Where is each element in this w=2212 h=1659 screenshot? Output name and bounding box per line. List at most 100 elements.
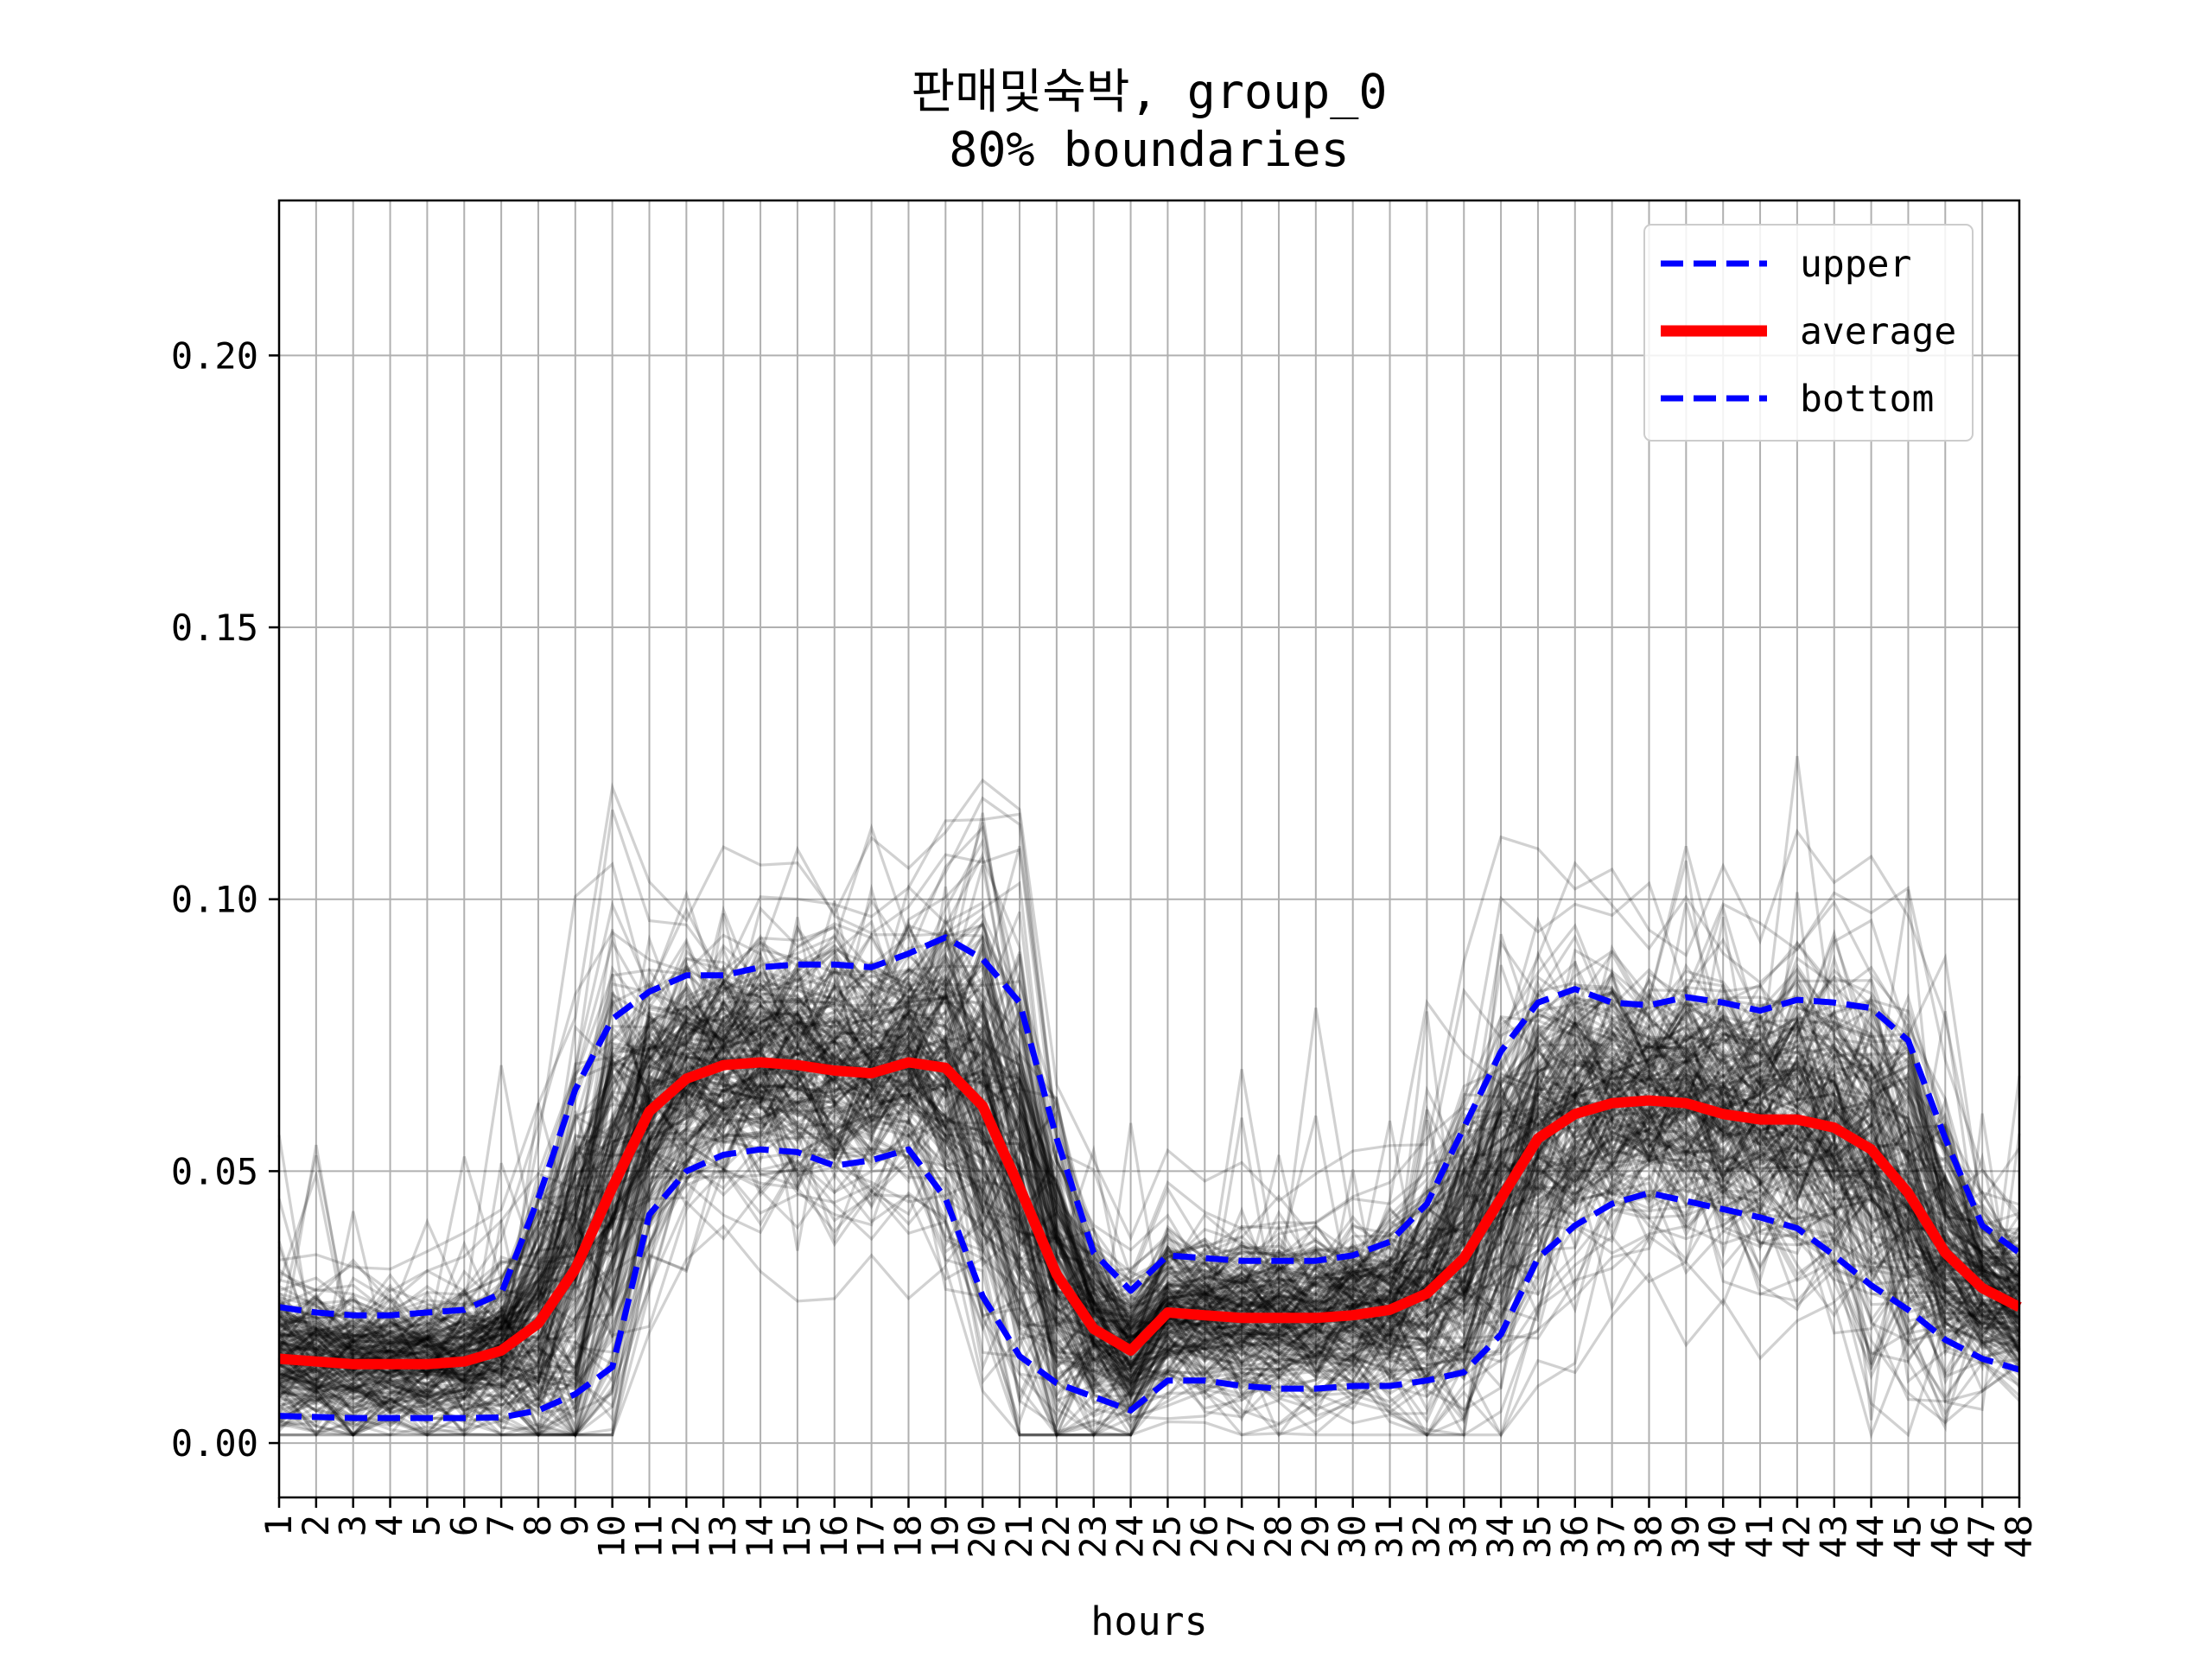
x-tick-label: 22 (1035, 1515, 1077, 1559)
sample-line (278, 966, 2020, 1354)
sample-line (278, 860, 2020, 1352)
sample-line (278, 1095, 2020, 1440)
x-tick-label: 31 (1369, 1515, 1411, 1559)
sample-line (278, 1003, 2020, 1388)
x-tick-label: 26 (1183, 1515, 1225, 1559)
sample-line (278, 971, 2021, 1354)
sample-line (278, 1057, 2020, 1437)
sample-line (277, 822, 2020, 1344)
sample-line (277, 1105, 2021, 1438)
sample-line (277, 1008, 2021, 1414)
x-tick-label: 5 (405, 1515, 448, 1536)
sample-line (278, 1064, 2021, 1437)
sample-line (278, 991, 2020, 1366)
x-tick-label: 6 (442, 1515, 485, 1536)
x-tick-label: 30 (1332, 1515, 1374, 1559)
sample-line (279, 1113, 2021, 1437)
sample-line (278, 933, 2020, 1378)
x-tick-label: 20 (961, 1515, 1003, 1559)
sample-line (278, 948, 2021, 1367)
sample-line (278, 989, 2020, 1438)
sample-line (278, 951, 2020, 1365)
x-tick-label: 25 (1146, 1515, 1188, 1559)
legend-box (1643, 224, 1974, 442)
x-tick-label: 1 (257, 1515, 300, 1536)
x-tick-label: 36 (1554, 1515, 1596, 1559)
series-line-upper (278, 934, 2022, 1319)
sample-line (277, 965, 2020, 1389)
sample-line (277, 1052, 2021, 1438)
sample-line (278, 850, 2021, 1331)
sample-line (278, 957, 2020, 1368)
sample-line (278, 932, 2020, 1370)
sample-line (278, 990, 2021, 1370)
sample-line (278, 1023, 2020, 1384)
sample-line (277, 911, 2021, 1360)
sample-line (277, 1080, 2021, 1437)
sample-line (278, 912, 2020, 1400)
sample-line (278, 1096, 2021, 1440)
x-axis-label: hours (1090, 1599, 1207, 1644)
sample-line (278, 1046, 2021, 1396)
sample-line (278, 1076, 2020, 1438)
sample-line (278, 950, 2021, 1363)
sample-line (277, 917, 2020, 1378)
sample-line (277, 883, 2020, 1374)
series-line-bottom (278, 1146, 2020, 1421)
x-tick-label: 45 (1886, 1515, 1929, 1559)
sample-line (277, 1048, 2021, 1438)
x-tick-label: 34 (1479, 1515, 1522, 1559)
sample-line (278, 1044, 2021, 1421)
sample-line (278, 1010, 2021, 1414)
plot-frame (277, 199, 2021, 1499)
sample-line (278, 930, 2021, 1362)
sample-line (278, 812, 2020, 1348)
legend: upper average bottom (1643, 224, 1974, 442)
sample-line (278, 1148, 2021, 1433)
sample-line (278, 1010, 2020, 1382)
x-tick-label: 8 (517, 1515, 559, 1536)
sample-line (278, 955, 2020, 1363)
sample-line (278, 928, 2020, 1346)
sample-line (277, 983, 2021, 1357)
sample-line (279, 1224, 2021, 1440)
sample-line (278, 950, 2020, 1360)
sample-line (278, 932, 2020, 1354)
sample-line (278, 1052, 2021, 1399)
sample-line (278, 948, 2021, 1355)
sample-line (277, 1056, 2021, 1429)
series-lines (278, 934, 2022, 1421)
sample-line (277, 898, 2020, 1356)
x-tick-label: 21 (998, 1515, 1040, 1559)
sample-line (278, 934, 2021, 1342)
x-tick-label: 27 (1220, 1515, 1262, 1559)
sample-line (277, 949, 2020, 1364)
sample-line (278, 1091, 2021, 1440)
sample-line (277, 1109, 2020, 1437)
sample-line (278, 1046, 2020, 1406)
sample-line (278, 1009, 2020, 1438)
sample-line (278, 1073, 2021, 1423)
x-tick-label: 38 (1627, 1515, 1669, 1559)
sample-line (277, 954, 2021, 1369)
x-tick-label: 24 (1109, 1515, 1152, 1559)
sample-line (278, 972, 2020, 1386)
x-tick-label: 17 (850, 1515, 893, 1559)
sample-line (278, 1092, 2021, 1438)
sample-line (278, 1105, 2021, 1438)
sample-line (277, 1011, 2020, 1380)
x-tick-label: 41 (1738, 1515, 1781, 1559)
sample-line (278, 1052, 2020, 1390)
sample-line (278, 837, 2021, 1340)
x-tick-label: 43 (1813, 1515, 1855, 1559)
sample-line (278, 1002, 2021, 1376)
sample-line (278, 845, 2020, 1294)
sample-line (278, 1032, 2020, 1410)
y-tick-label: 0.20 (171, 334, 258, 377)
sample-line (278, 824, 2021, 1359)
sample-line (277, 889, 2021, 1376)
sample-line (277, 988, 2021, 1387)
sample-line (278, 1044, 2021, 1404)
sample-line (277, 984, 2021, 1365)
sample-line (278, 1126, 2020, 1438)
